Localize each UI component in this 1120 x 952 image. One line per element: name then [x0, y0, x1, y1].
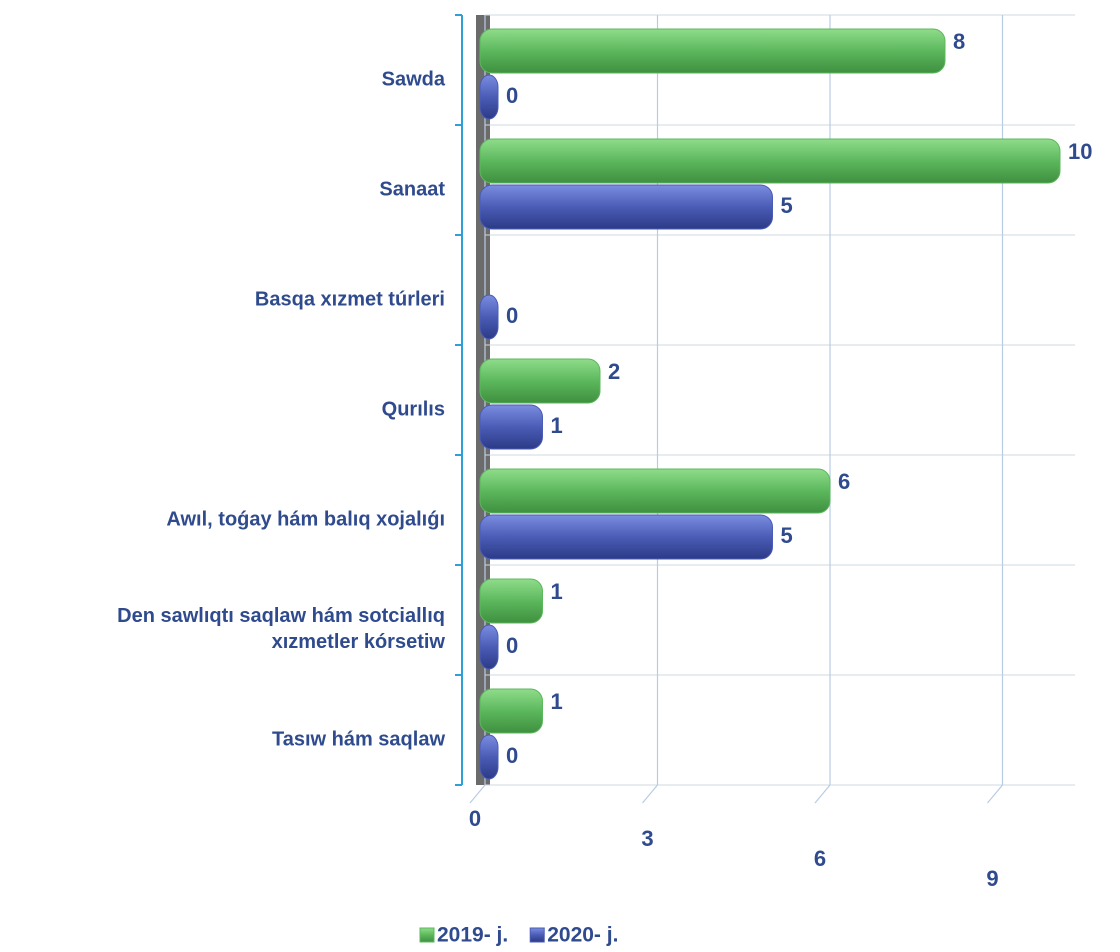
- value-label: 0: [506, 633, 518, 658]
- category-label: Tasıw hám saqlaw: [272, 728, 445, 750]
- category-label: Awıl, toǵay hám balıq xojalıǵı: [166, 508, 445, 530]
- bar: [479, 294, 499, 340]
- category-label: Den sawlıqtı saqlaw hám sotciallıq xızmet…: [117, 605, 445, 653]
- bar: [479, 184, 773, 230]
- x-tick-label: 6: [814, 846, 826, 871]
- bar: [479, 514, 773, 560]
- bar: [479, 138, 1061, 184]
- category-label: Sawda: [382, 68, 446, 90]
- value-label: 0: [506, 83, 518, 108]
- category-label: Basqa xızmet túrleri: [255, 288, 445, 310]
- tick-mark: [469, 784, 486, 804]
- bar: [479, 734, 499, 780]
- value-label: 0: [506, 303, 518, 328]
- value-label: 1: [551, 689, 563, 714]
- x-tick-label: 0: [469, 806, 481, 831]
- bar: [479, 74, 499, 120]
- value-label: 10: [1068, 139, 1092, 164]
- value-label: 8: [953, 29, 965, 54]
- bar: [479, 624, 499, 670]
- legend-swatch: [529, 927, 545, 943]
- bar: [479, 358, 601, 404]
- tick-mark: [814, 784, 831, 804]
- x-tick-label: 9: [986, 866, 998, 891]
- x-tick-label: 3: [641, 826, 653, 851]
- legend-label: 2019- j.: [437, 924, 508, 947]
- tick-mark: [642, 784, 658, 804]
- legend-label: 2020- j.: [547, 924, 618, 947]
- value-label: 1: [551, 413, 563, 438]
- legend-swatch: [419, 927, 435, 943]
- value-label: 1: [551, 579, 563, 604]
- value-label: 2: [608, 359, 620, 384]
- category-label: Qurılıs: [382, 398, 445, 420]
- value-label: 5: [781, 523, 793, 548]
- bar: [479, 468, 831, 514]
- tick-mark: [987, 784, 1003, 804]
- value-label: 5: [781, 193, 793, 218]
- bar: [479, 578, 543, 624]
- bar: [479, 28, 946, 74]
- value-label: 6: [838, 469, 850, 494]
- value-label: 0: [506, 743, 518, 768]
- category-label: Sanaat: [379, 178, 445, 200]
- bar: [479, 688, 543, 734]
- bar: [479, 404, 543, 450]
